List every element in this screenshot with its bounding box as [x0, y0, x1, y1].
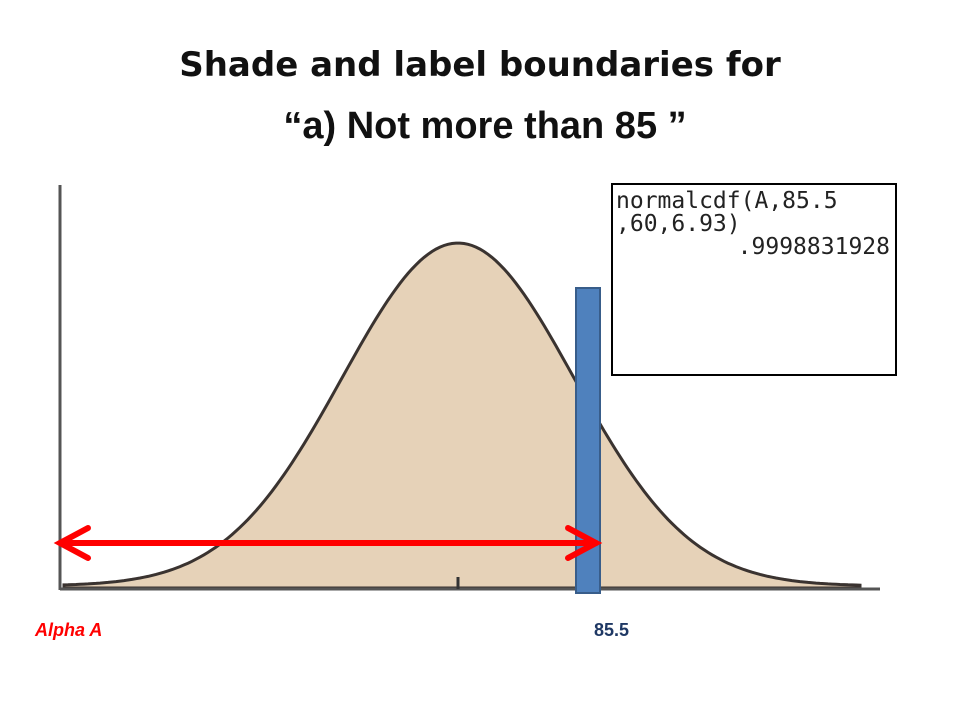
calc-line: normalcdf(A,85.5: [616, 188, 838, 214]
boundary-label: 85.5: [594, 620, 629, 640]
arrow-head-left: [53, 525, 91, 561]
calc-line: ,60,6.93): [616, 211, 741, 237]
arrow-head-right: [565, 525, 603, 561]
calculator-screen: [611, 183, 897, 376]
calc-result: .9998831928: [738, 234, 890, 260]
title-line-1: Shade and label boundaries for: [179, 45, 781, 85]
title-line-2: “a) Not more than 85 ”: [283, 105, 686, 147]
left-label: Alpha A: [34, 620, 102, 640]
normal-curve: [62, 241, 862, 590]
range-arrow: [53, 525, 603, 561]
